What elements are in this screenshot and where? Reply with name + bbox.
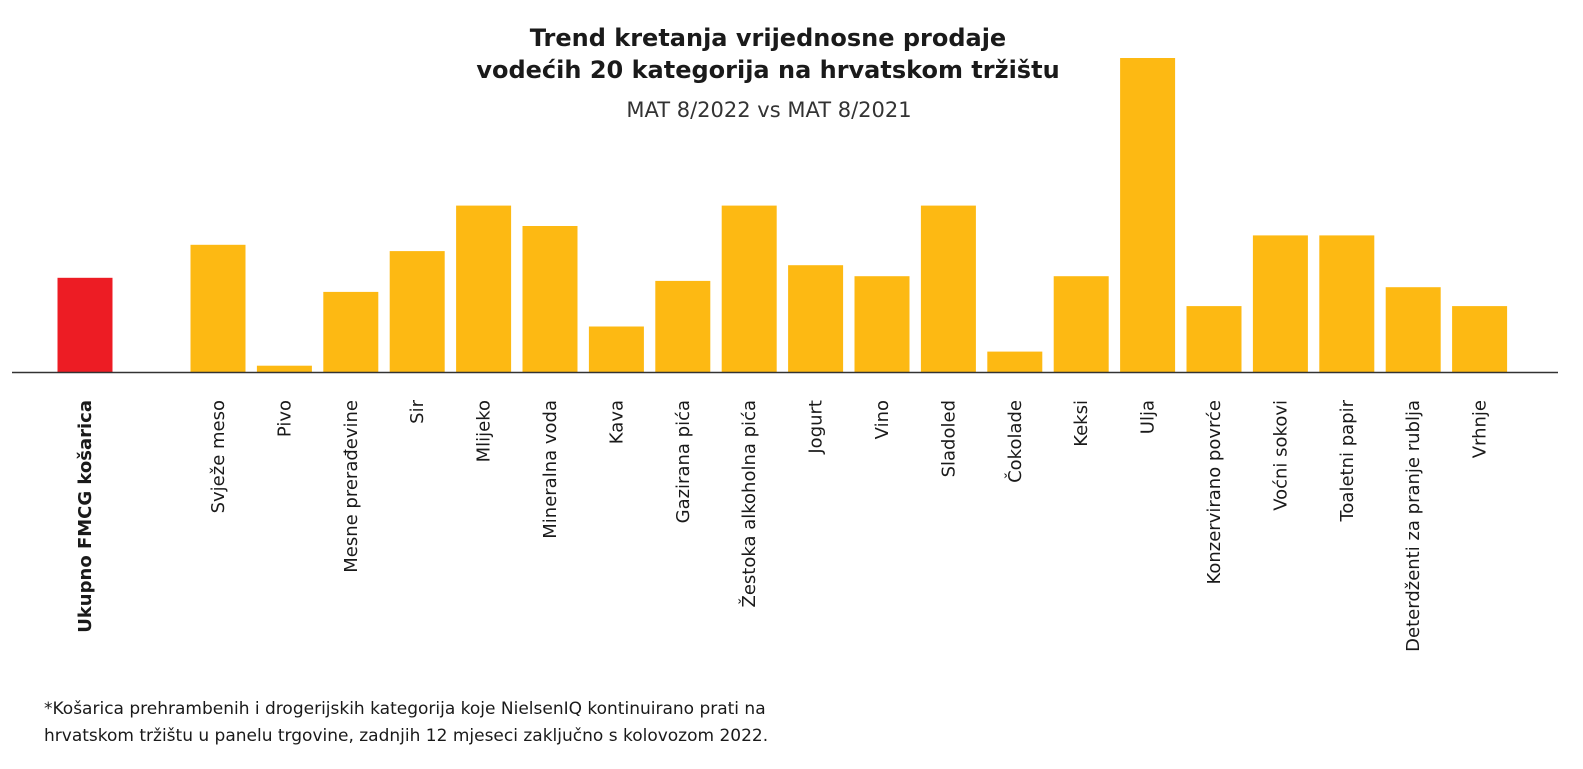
x-tick-label-vrhnje: Vrhnje xyxy=(1470,400,1491,458)
bar-kava xyxy=(588,326,644,372)
category-labels-group: Ukupno FMCG košarica Svježe meso Pivo Mesne… xyxy=(75,399,1491,651)
chart-subtitle: MAT 8/2022 vs MAT 8/2021 xyxy=(626,98,911,122)
bar-total xyxy=(57,277,113,372)
bar-konzervirano-povrce xyxy=(1186,306,1242,372)
bar-pivo xyxy=(256,365,312,372)
x-tick-label-ulja: Ulja xyxy=(1138,400,1159,434)
x-tick-label-keksi: Keksi xyxy=(1071,400,1092,447)
x-tick-label-kava: Kava xyxy=(606,400,627,444)
x-tick-label-mlijeko: Mlijeko xyxy=(474,400,495,462)
x-tick-label-konzervirano-povrce: Konzervirano povrće xyxy=(1204,400,1225,585)
x-tick-label-vocni-sokovi: Voćni sokovi xyxy=(1270,400,1291,511)
x-tick-label-vino: Vino xyxy=(872,400,893,439)
x-tick-label-pivo: Pivo xyxy=(274,400,295,437)
bar-mesne-preradevine xyxy=(323,291,379,372)
x-tick-label-sir: Sir xyxy=(407,399,428,423)
bar-svjeze-meso xyxy=(190,244,246,372)
x-tick-label-jogurt: Jogurt xyxy=(806,400,827,455)
x-tick-label-mesne-preradevine: Mesne prerađevine xyxy=(341,400,362,573)
bar-sir xyxy=(389,251,445,372)
bar-ulja xyxy=(1120,58,1176,372)
x-tick-label-toaletni-papir: Toaletni papir xyxy=(1337,399,1358,522)
bar-mlijeko xyxy=(456,205,512,372)
chart-title-line-2: vodećih 20 kategorija na hrvatskom tržiš… xyxy=(476,56,1059,84)
bar-jogurt xyxy=(788,265,844,372)
x-tick-label-total: Ukupno FMCG košarica xyxy=(75,400,96,633)
bar-vocni-sokovi xyxy=(1252,235,1308,372)
x-tick-label-svjeze-meso: Svježe meso xyxy=(208,400,229,513)
bar-deterdzenti-za-pranje-rublja xyxy=(1385,287,1441,372)
footnote-line-1: *Košarica prehrambenih i drogerijskih ka… xyxy=(44,699,766,719)
bars-group xyxy=(57,58,1508,372)
bar-mineralna-voda xyxy=(522,226,578,372)
x-tick-label-gazirana-pica: Gazirana pića xyxy=(673,400,694,523)
footnote: *Košarica prehrambenih i drogerijskih ka… xyxy=(44,696,768,750)
bar-cokolade xyxy=(987,351,1043,372)
bar-vrhnje xyxy=(1452,306,1508,372)
x-tick-label-zestoka-alkoholna-pica: Žestoka alkoholna pića xyxy=(738,400,760,607)
bar-vino xyxy=(854,276,910,372)
bar-sladoled xyxy=(920,205,976,372)
footnote-line-2: hrvatskom tržištu u panelu trgovine, zad… xyxy=(44,726,769,746)
bar-toaletni-papir xyxy=(1319,235,1375,372)
chart-title-line-1: Trend kretanja vrijednosne prodaje xyxy=(530,24,1006,52)
bar-keksi xyxy=(1053,276,1109,372)
bar-zestoka-alkoholna-pica xyxy=(721,205,777,372)
x-tick-label-sladoled: Sladoled xyxy=(938,400,959,477)
x-tick-label-cokolade: Čokolade xyxy=(1004,400,1026,483)
x-tick-label-deterdzenti-za-pranje-rublja: Deterdženti za pranje rublja xyxy=(1403,400,1424,652)
bar-gazirana-pica xyxy=(655,280,711,372)
x-tick-label-mineralna-voda: Mineralna voda xyxy=(540,400,561,539)
